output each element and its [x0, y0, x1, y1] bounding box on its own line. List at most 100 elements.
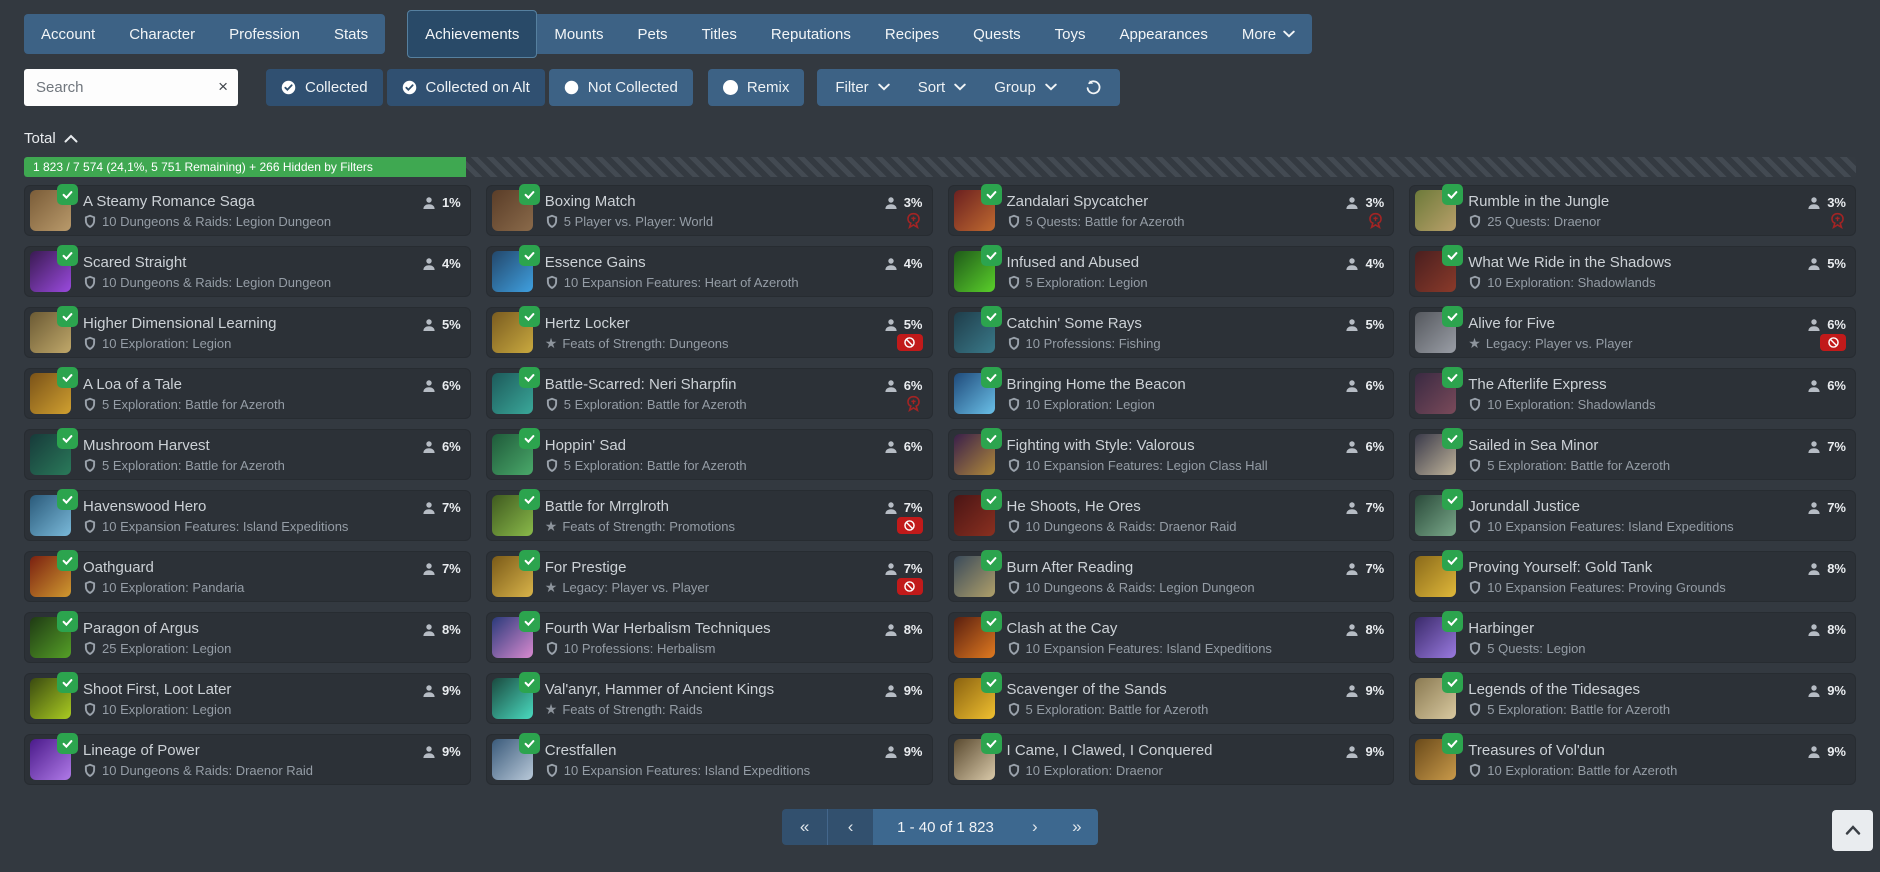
nav-tab-pets[interactable]: Pets	[621, 14, 685, 54]
person-icon	[422, 745, 436, 759]
achievement-card[interactable]: Hoppin' Sad 5 Exploration: Battle for Aze…	[485, 428, 933, 480]
achievement-card[interactable]: Hertz Locker ★ Feats of Strength: Dungeons…	[485, 306, 933, 358]
nav-tab-label: Appearances	[1119, 25, 1208, 43]
achievement-card[interactable]: Higher Dimensional Learning 10 Exploratio…	[24, 306, 471, 358]
percent-value: 7%	[903, 561, 923, 576]
clear-search-icon[interactable]: ×	[218, 76, 228, 96]
achievement-icon	[30, 306, 78, 353]
achievement-icon	[1415, 489, 1464, 536]
nav-tab-appearances[interactable]: Appearances	[1102, 14, 1224, 54]
nav-tab-profession[interactable]: Profession	[212, 14, 317, 54]
achievement-card[interactable]: Catchin' Some Rays 10 Professions: Fishin…	[947, 306, 1395, 358]
search-input[interactable]	[24, 68, 238, 106]
achievement-card[interactable]: Boxing Match 5 Player vs. Player: World 3%	[485, 184, 933, 236]
achievement-card[interactable]: Legends of the Tidesages 5 Exploration: B…	[1409, 672, 1856, 724]
achievement-card[interactable]: Harbinger 5 Quests: Legion 8%	[1409, 611, 1856, 663]
nav-tab-achievements[interactable]: Achievements	[407, 10, 538, 58]
achievement-category: ★ Legacy: Player vs. Player	[545, 579, 876, 596]
category-label: 10 Exploration: Shadowlands	[1487, 396, 1656, 412]
no-symbol-icon	[903, 519, 916, 532]
achievement-card[interactable]: Clash at the Cay 10 Expansion Features: I…	[947, 611, 1395, 663]
total-section-header[interactable]: Total	[24, 130, 78, 147]
refresh-button[interactable]	[1071, 69, 1116, 106]
achievement-card[interactable]: Havenswood Hero 10 Expansion Features: Is…	[24, 489, 471, 541]
nav-tab-character[interactable]: Character	[112, 14, 212, 54]
achievement-card[interactable]: A Steamy Romance Saga 10 Dungeons & Raids…	[24, 184, 471, 236]
achievement-category: 5 Exploration: Battle for Azeroth	[1007, 701, 1338, 718]
achievement-card[interactable]: Sailed in Sea Minor 5 Exploration: Battle…	[1409, 428, 1856, 480]
nav-tab-toys[interactable]: Toys	[1038, 14, 1103, 54]
achievement-text: Hertz Locker ★ Feats of Strength: Dungeons	[545, 314, 876, 352]
achievement-card[interactable]: For Prestige ★ Legacy: Player vs. Player 7%	[485, 550, 933, 602]
achievement-card[interactable]: Paragon of Argus 25 Exploration: Legion 8%	[24, 611, 471, 663]
nav-tab-titles[interactable]: Titles	[685, 14, 754, 54]
achievement-card[interactable]: Oathguard 10 Exploration: Pandaria 7%	[24, 550, 471, 602]
achievement-category: 10 Exploration: Pandaria	[83, 579, 414, 596]
filter-toggle-not-collected[interactable]: Not Collected	[548, 68, 693, 106]
scroll-to-top-button[interactable]	[1832, 810, 1873, 851]
group-dropdown[interactable]: Group	[980, 69, 1071, 106]
achievement-card[interactable]: Fourth War Herbalism Techniques 10 Profes…	[485, 611, 933, 663]
achievement-icon	[1415, 733, 1464, 780]
remix-filter-button[interactable]: Remix	[707, 68, 805, 106]
achievement-card[interactable]: What We Ride in the Shadows 10 Exploratio…	[1409, 245, 1856, 297]
filter-toggle-collected-on-alt[interactable]: Collected on Alt	[386, 68, 545, 106]
person-icon	[1807, 745, 1821, 759]
category-label: 25 Exploration: Legion	[102, 640, 232, 656]
percent-value: 6%	[1827, 378, 1846, 393]
achievement-icon	[953, 428, 1002, 475]
achievement-icon	[491, 733, 540, 780]
achievement-card[interactable]: Shoot First, Loot Later 10 Exploration: L…	[24, 672, 471, 724]
achievement-card[interactable]: Alive for Five ★ Legacy: Player vs. Player…	[1409, 306, 1856, 358]
achievement-card[interactable]: Scavenger of the Sands 5 Exploration: Bat…	[947, 672, 1395, 724]
achievement-card[interactable]: Scared Straight 10 Dungeons & Raids: Legi…	[24, 245, 471, 297]
achievement-card[interactable]: Mushroom Harvest 5 Exploration: Battle fo…	[24, 428, 471, 480]
achievement-icon	[491, 428, 540, 475]
nav-group-collections: Achievements Mounts Pets Titles Reputations R…	[407, 10, 1313, 58]
shield-icon	[1468, 214, 1482, 229]
next-page-button[interactable]: ›	[1013, 809, 1056, 845]
achievement-card[interactable]: Battle for Mrrglroth ★ Feats of Strength: …	[485, 489, 933, 541]
achievement-card[interactable]: Lineage of Power 10 Dungeons & Raids: Dra…	[24, 733, 471, 785]
achievement-meta: 6%	[876, 369, 923, 418]
achievement-card[interactable]: The Afterlife Express 10 Exploration: Sha…	[1409, 367, 1856, 419]
prev-page-button[interactable]: ‹	[828, 809, 874, 845]
achievement-card[interactable]: Proving Yourself: Gold Tank 10 Expansion …	[1409, 550, 1856, 602]
filter-toggle-collected[interactable]: Collected	[266, 68, 383, 106]
achievement-category: 5 Exploration: Battle for Azeroth	[83, 457, 414, 474]
check-icon	[1446, 249, 1459, 262]
achievement-card[interactable]: Essence Gains 10 Expansion Features: Hear…	[485, 245, 933, 297]
nav-tab-account[interactable]: Account	[24, 14, 112, 54]
achievement-card[interactable]: Fighting with Style: Valorous 10 Expansio…	[947, 428, 1395, 480]
achievement-card[interactable]: Burn After Reading 10 Dungeons & Raids: L…	[947, 550, 1395, 602]
nav-tab-quests[interactable]: Quests	[956, 14, 1038, 54]
person-icon	[1345, 318, 1359, 332]
sort-dropdown[interactable]: Sort	[904, 69, 981, 106]
achievement-card[interactable]: Bringing Home the Beacon 10 Exploration: …	[947, 367, 1395, 419]
achievement-icon	[491, 550, 540, 597]
first-page-button[interactable]: «	[782, 809, 828, 845]
achievement-card[interactable]: Crestfallen 10 Expansion Features: Island…	[485, 733, 933, 785]
achievement-card[interactable]: He Shoots, He Ores 10 Dungeons & Raids: D…	[947, 489, 1395, 541]
nav-tab-stats[interactable]: Stats	[317, 14, 385, 54]
nav-tab-more[interactable]: More	[1225, 14, 1312, 54]
achievement-card[interactable]: Zandalari Spycatcher 5 Quests: Battle for…	[947, 184, 1395, 236]
achievement-card[interactable]: I Came, I Clawed, I Conquered 10 Explorat…	[947, 733, 1395, 785]
achievement-title: Boxing Match	[544, 192, 636, 210]
nav-tab-recipes[interactable]: Recipes	[868, 14, 956, 54]
player-percent: 7%	[1345, 500, 1384, 515]
last-page-button[interactable]: »	[1055, 809, 1098, 845]
achievement-title: I Came, I Clawed, I Conquered	[1006, 741, 1213, 759]
achievement-card[interactable]: Battle-Scarred: Neri Sharpfin 5 Explorati…	[485, 367, 933, 419]
nav-tab-mounts[interactable]: Mounts	[537, 14, 620, 54]
achievement-card[interactable]: Val'anyr, Hammer of Ancient Kings ★ Feats …	[485, 672, 933, 724]
achievement-card[interactable]: Treasures of Vol'dun 10 Exploration: Batt…	[1409, 733, 1856, 785]
achievement-card[interactable]: A Loa of a Tale 5 Exploration: Battle for…	[24, 367, 471, 419]
achievement-card[interactable]: Rumble in the Jungle 25 Quests: Draenor 3%	[1409, 184, 1856, 236]
filter-dropdown[interactable]: Filter	[821, 69, 903, 106]
percent-value: 1%	[441, 195, 461, 210]
achievement-card[interactable]: Jorundall Justice 10 Expansion Features: …	[1409, 489, 1856, 541]
achievement-card[interactable]: Infused and Abused 5 Exploration: Legion 4…	[947, 245, 1395, 297]
horde-icon	[1829, 212, 1846, 229]
nav-tab-reputations[interactable]: Reputations	[754, 14, 868, 54]
